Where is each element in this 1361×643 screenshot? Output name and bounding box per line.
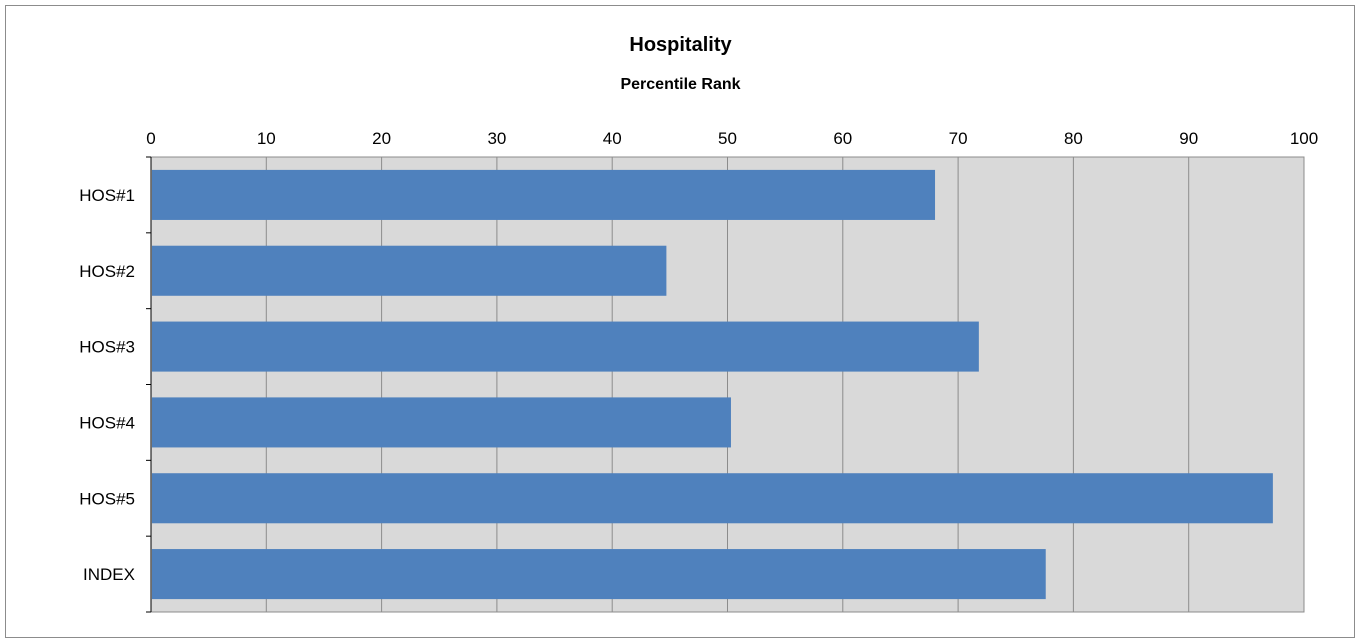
x-tick-label-0: 0 xyxy=(146,129,155,148)
chart-title: Hospitality xyxy=(629,34,732,56)
x-tick-label-60: 60 xyxy=(833,129,852,148)
x-tick-label-50: 50 xyxy=(718,129,737,148)
category-label-hos-2: HOS#2 xyxy=(79,262,135,281)
bar-hos-3 xyxy=(152,321,979,372)
x-tick-labels: 0 10 20 30 40 50 60 70 80 90 100 xyxy=(146,129,1318,148)
x-tick-label-20: 20 xyxy=(372,129,391,148)
bar-hos-4 xyxy=(152,397,731,448)
category-label-hos-4: HOS#4 xyxy=(79,413,135,432)
x-tick-label-80: 80 xyxy=(1064,129,1083,148)
category-label-index: INDEX xyxy=(83,565,135,584)
category-label-hos-1: HOS#1 xyxy=(79,186,135,205)
axes xyxy=(146,156,152,613)
x-tick-label-70: 70 xyxy=(949,129,968,148)
category-labels: HOS#1 HOS#2 HOS#3 HOS#4 HOS#5 INDEX xyxy=(79,186,135,584)
bar-index xyxy=(152,549,1046,600)
x-tick-label-10: 10 xyxy=(257,129,276,148)
bars xyxy=(152,169,1273,600)
bar-hos-1 xyxy=(152,169,936,220)
chart-subtitle: Percentile Rank xyxy=(620,76,741,93)
x-tick-label-40: 40 xyxy=(603,129,622,148)
category-label-hos-5: HOS#5 xyxy=(79,489,135,508)
bar-hos-5 xyxy=(152,473,1273,524)
x-tick-label-90: 90 xyxy=(1179,129,1198,148)
category-label-hos-3: HOS#3 xyxy=(79,338,135,357)
gridlines xyxy=(265,157,1190,612)
x-tick-label-100: 100 xyxy=(1290,129,1318,148)
bar-hos-2 xyxy=(152,245,667,296)
x-tick-label-30: 30 xyxy=(487,129,506,148)
